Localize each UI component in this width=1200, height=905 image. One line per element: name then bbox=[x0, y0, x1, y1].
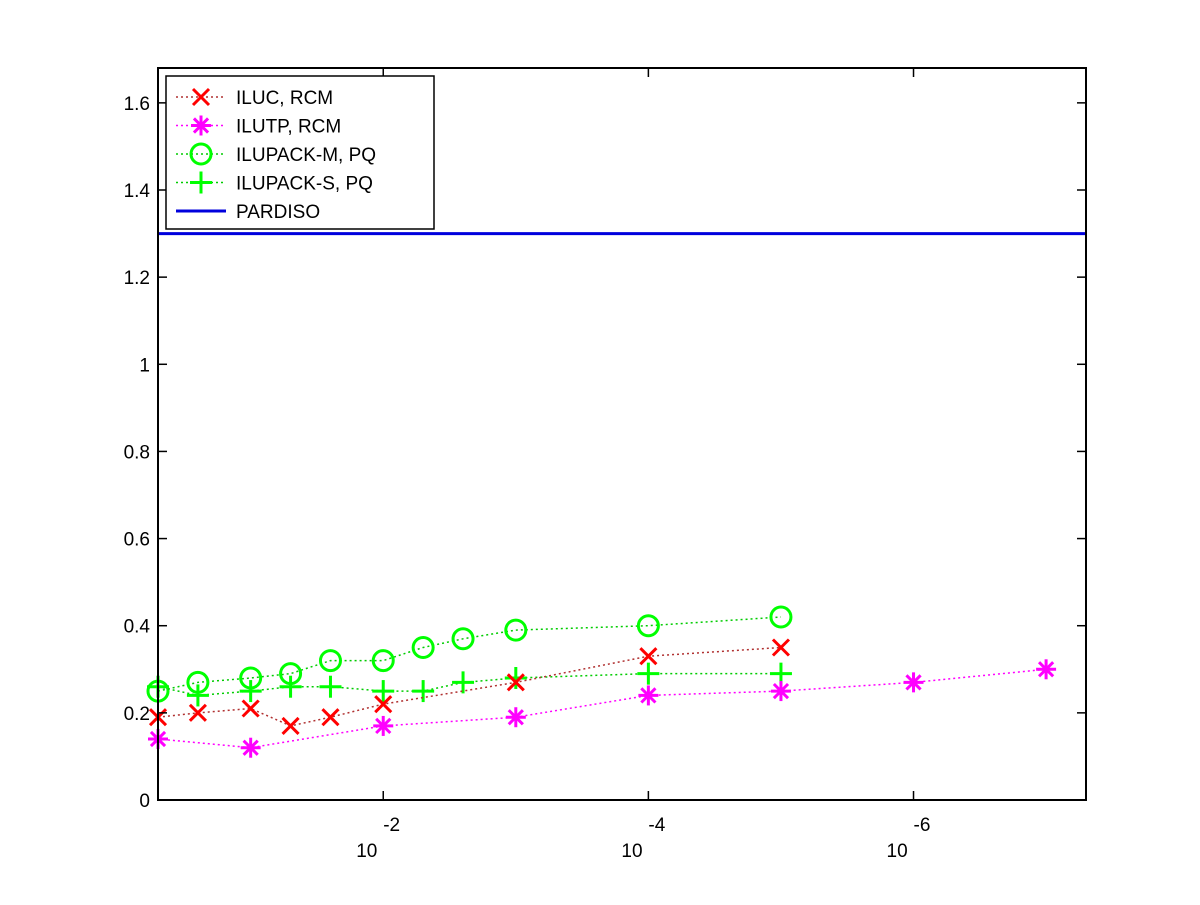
y-tick-label: 0.8 bbox=[124, 442, 150, 463]
series-layer bbox=[146, 232, 1086, 758]
data-point-ilutp-rcm-8 bbox=[1036, 659, 1057, 680]
data-point-iluc-rcm-5 bbox=[321, 708, 340, 727]
data-point-iluc-rcm-2 bbox=[188, 703, 207, 722]
data-point-ilutp-rcm-5 bbox=[638, 685, 659, 706]
series-line-ilutp-rcm bbox=[157, 668, 1047, 749]
data-point-iluc-rcm-6 bbox=[374, 695, 393, 714]
legend-label: ILUPACK-M, PQ bbox=[236, 145, 376, 166]
data-point-ilutp-rcm-7 bbox=[903, 672, 924, 693]
y-tick-label: 0.2 bbox=[124, 704, 150, 725]
legend-marker bbox=[189, 142, 213, 166]
data-point-ilupack-m-pq-7 bbox=[411, 636, 435, 659]
data-point-ilutp-rcm-3 bbox=[373, 715, 394, 736]
data-point-ilupack-m-pq-6 bbox=[371, 649, 395, 673]
legend-entry-ilupack-s-pq: ILUPACK-S, PQ bbox=[176, 171, 373, 195]
y-tick-label: 1.6 bbox=[124, 94, 150, 115]
x-axis: 10 -2 10 -4 10 -6 bbox=[356, 68, 930, 862]
y-tick-label: 1.2 bbox=[124, 268, 150, 289]
data-point-ilupack-s-pq-5 bbox=[319, 675, 342, 698]
series-line-ilupack-m-pq bbox=[157, 616, 781, 692]
legend-label: ILUTP, RCM bbox=[236, 117, 341, 138]
legend-marker bbox=[190, 171, 212, 194]
series-ilutp-rcm bbox=[148, 659, 1057, 758]
x-tick-label-base: 10 bbox=[621, 841, 642, 862]
data-point-ilupack-s-pq-11 bbox=[769, 662, 792, 685]
data-point-ilupack-m-pq-11 bbox=[769, 605, 793, 629]
legend-entry-ilutp-rcm: ILUTP, RCM bbox=[176, 115, 341, 138]
data-point-ilupack-s-pq-9 bbox=[504, 667, 527, 689]
axes-layer: 0 0.2 0.4 0.6 0.8 1 1.2 1.4 1.6 10 -2 10 -4 10 -6 bbox=[124, 67, 1087, 862]
data-point-ilupack-s-pq-6 bbox=[372, 680, 395, 703]
data-point-ilupack-s-pq-4 bbox=[279, 675, 302, 698]
series-line-iluc-rcm bbox=[157, 646, 781, 727]
x-tick-label-exponent: -2 bbox=[383, 815, 400, 836]
data-point-ilupack-s-pq-3 bbox=[239, 680, 262, 703]
data-point-ilutp-rcm-2 bbox=[240, 737, 261, 758]
x-tick-label-exponent: -4 bbox=[648, 815, 665, 836]
data-point-ilupack-s-pq-2 bbox=[186, 684, 209, 707]
x-tick-label-base: 10 bbox=[356, 841, 377, 862]
axes-box bbox=[157, 67, 1087, 801]
x-tick-label-base: 10 bbox=[887, 841, 908, 862]
y-axis: 0 0.2 0.4 0.6 0.8 1 1.2 1.4 1.6 bbox=[124, 94, 1086, 812]
data-point-ilupack-m-pq-10 bbox=[636, 614, 660, 638]
y-tick-label: 0.4 bbox=[124, 617, 151, 638]
legend-label: ILUC, RCM bbox=[236, 88, 333, 109]
series-iluc-rcm bbox=[148, 638, 791, 735]
data-point-ilupack-m-pq-8 bbox=[451, 627, 475, 651]
data-point-ilupack-s-pq-10 bbox=[637, 662, 660, 685]
data-point-iluc-rcm-7 bbox=[506, 673, 525, 692]
data-point-ilupack-s-pq-8 bbox=[452, 671, 475, 694]
data-point-ilutp-rcm-4 bbox=[505, 707, 526, 728]
legend-marker bbox=[191, 115, 211, 136]
data-point-iluc-rcm-9 bbox=[771, 638, 791, 657]
data-point-ilupack-s-pq-7 bbox=[412, 680, 435, 703]
data-point-iluc-rcm-8 bbox=[639, 647, 658, 666]
legend-entry-ilupack-m-pq: ILUPACK-M, PQ bbox=[176, 142, 376, 166]
legend-entry-iluc-rcm: ILUC, RCM bbox=[176, 87, 333, 109]
data-point-ilupack-m-pq-9 bbox=[504, 618, 528, 642]
y-tick-label: 0.6 bbox=[124, 530, 150, 551]
legend: ILUC, RCM ILUTP, RCM ILUPACK-M, PQ ILUPACK-… bbox=[165, 75, 435, 230]
legend-label: ILUPACK-S, PQ bbox=[236, 174, 373, 195]
legend-marker bbox=[191, 87, 211, 107]
data-point-ilutp-rcm-6 bbox=[770, 681, 791, 702]
y-tick-label: 0 bbox=[139, 791, 150, 812]
legend-entry-pardiso: PARDISO bbox=[176, 202, 320, 223]
x-tick-label-exponent: -6 bbox=[914, 815, 931, 836]
data-point-iluc-rcm-3 bbox=[241, 699, 260, 718]
y-tick-label: 1 bbox=[139, 355, 150, 376]
data-point-iluc-rcm-4 bbox=[281, 716, 300, 735]
y-tick-label: 1.4 bbox=[124, 181, 151, 202]
legend-label: PARDISO bbox=[236, 202, 320, 223]
data-point-ilupack-m-pq-5 bbox=[318, 649, 342, 673]
